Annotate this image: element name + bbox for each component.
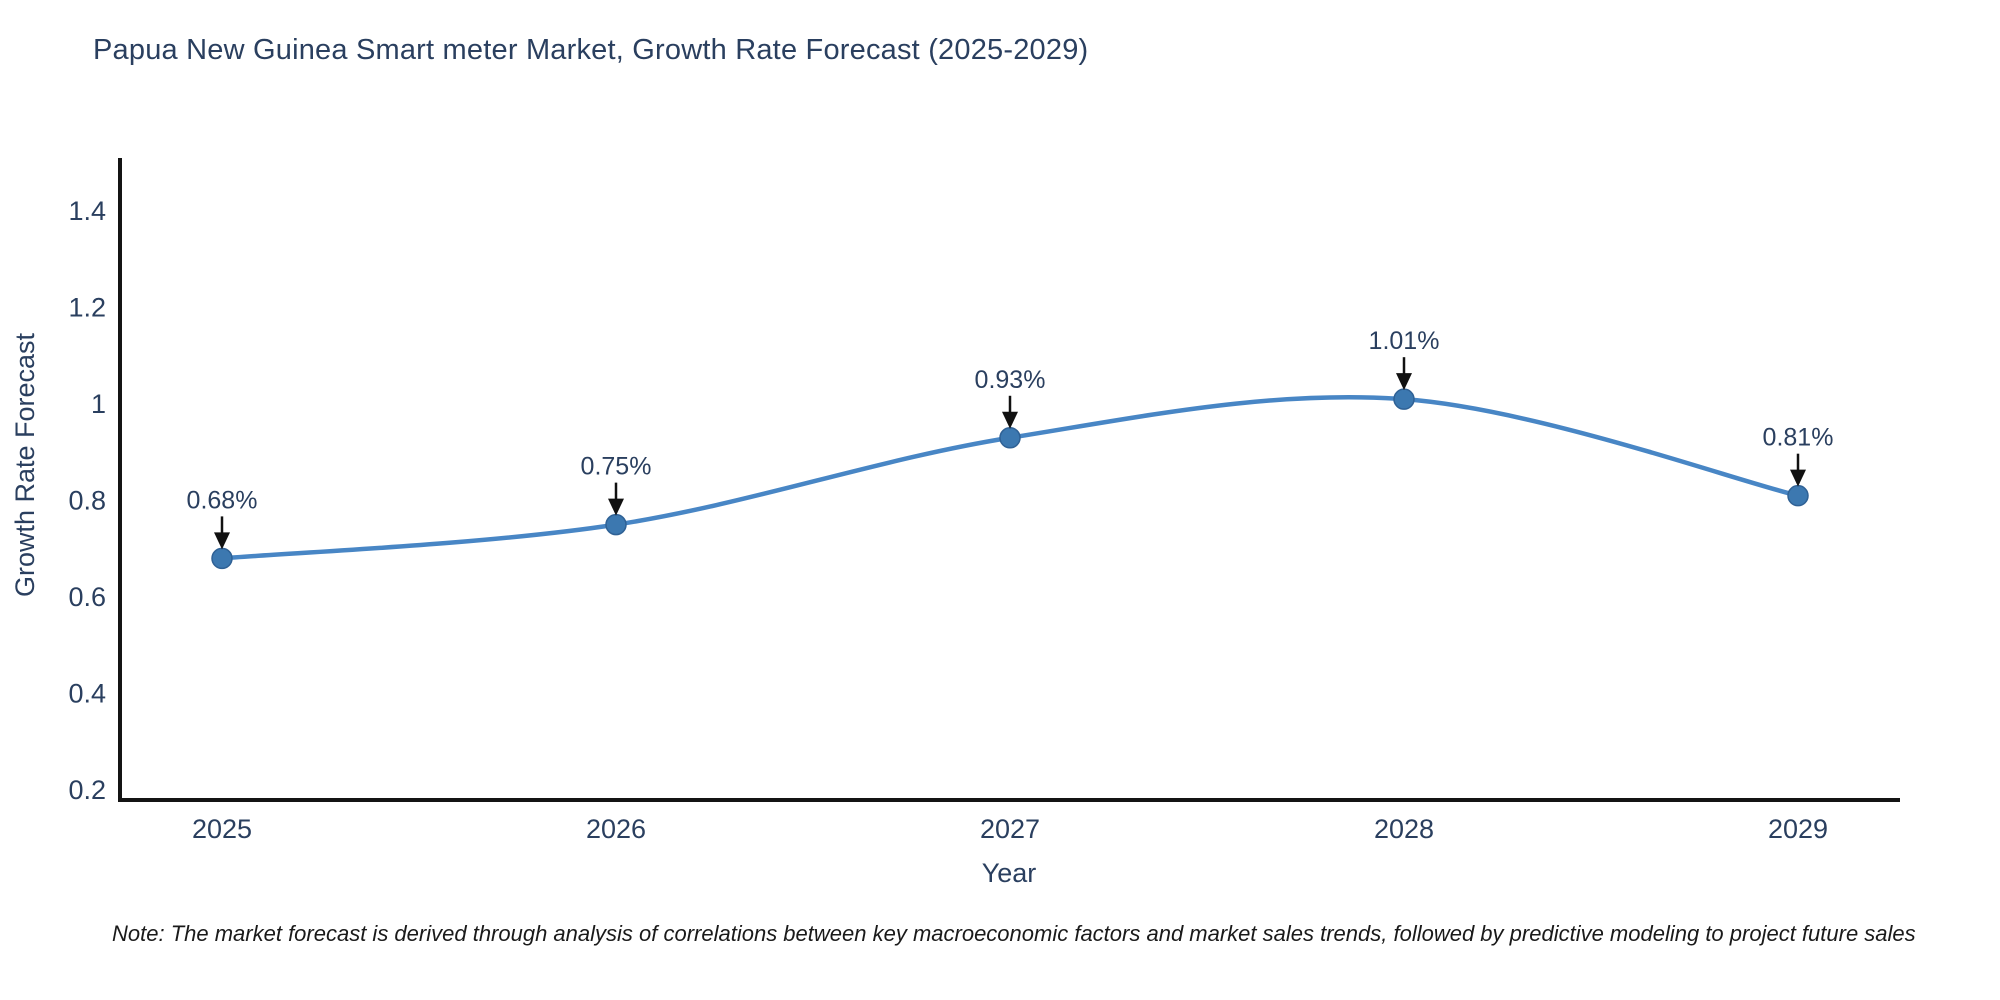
chart-title: Papua New Guinea Smart meter Market, Gro… — [93, 34, 1089, 66]
annotation-arrowhead-icon — [1790, 469, 1806, 487]
x-tick-label: 2026 — [586, 814, 646, 844]
data-point-label: 0.68% — [187, 486, 258, 514]
y-axis-title: Growth Rate Forecast — [10, 332, 40, 597]
data-point-label: 0.75% — [581, 453, 652, 481]
y-tick-label: 0.6 — [68, 582, 106, 612]
y-tick-label: 0.2 — [68, 775, 106, 805]
y-tick-label: 0.8 — [68, 486, 106, 516]
annotation-arrowhead-icon — [1396, 373, 1412, 391]
y-tick-label: 1.2 — [68, 293, 106, 323]
x-axis-tick-labels: 2025 2026 2027 2028 2029 — [192, 814, 1828, 844]
data-point-label: 1.01% — [1369, 327, 1440, 355]
footnote: Note: The market forecast is derived thr… — [112, 921, 1916, 946]
annotation-arrowhead-icon — [214, 532, 230, 550]
annotation-arrowhead-icon — [608, 498, 624, 516]
data-point-marker — [1393, 388, 1415, 410]
x-tick-label: 2028 — [1374, 814, 1434, 844]
annotation-arrowhead-icon — [1002, 411, 1018, 429]
data-point-marker — [211, 547, 233, 570]
x-tick-label: 2029 — [1768, 814, 1828, 844]
x-tick-label: 2025 — [192, 814, 252, 844]
data-point-label: 0.81% — [1763, 424, 1834, 452]
y-tick-label: 1.4 — [68, 196, 106, 226]
x-axis-title: Year — [982, 858, 1037, 888]
data-point-marker — [1787, 484, 1809, 507]
x-tick-label: 2027 — [980, 814, 1040, 844]
y-tick-label: 1 — [91, 389, 106, 419]
point-annotations: 0.68% 0.75% 0.93% 1.01% 0.81% — [187, 327, 1834, 550]
y-axis-tick-labels: 0.2 0.4 0.6 0.8 1 1.2 1.4 — [68, 196, 106, 805]
data-point-marker — [999, 427, 1021, 449]
data-point-marker — [605, 513, 627, 536]
y-tick-label: 0.4 — [68, 679, 106, 709]
growth-rate-series — [211, 388, 1809, 570]
data-point-label: 0.93% — [975, 366, 1046, 394]
